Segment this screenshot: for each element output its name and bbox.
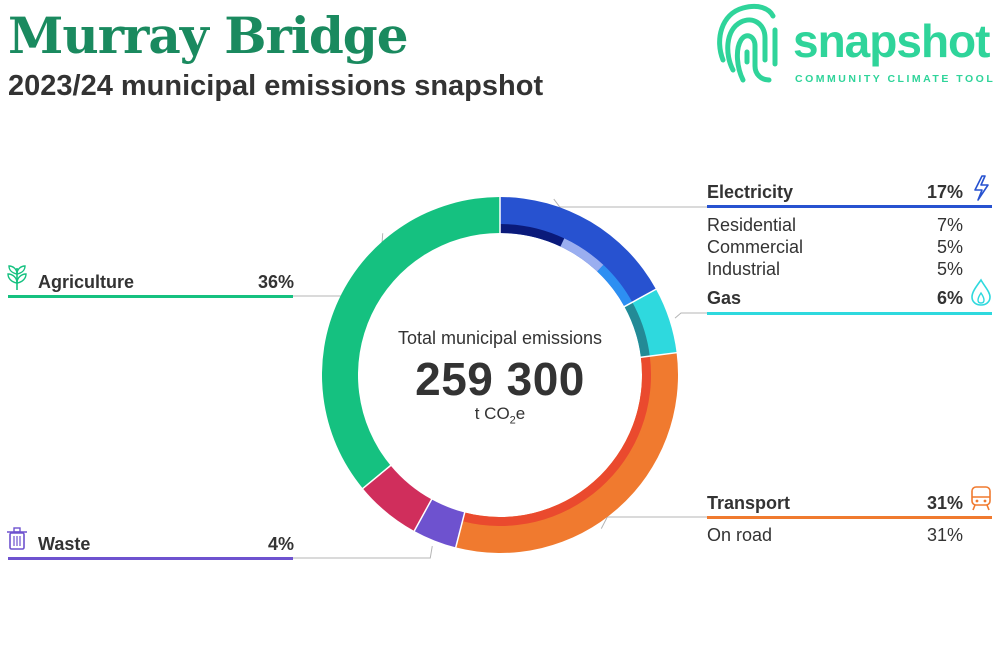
waste-rule: [8, 557, 293, 560]
electricity-leader-line: [553, 198, 707, 208]
unit-prefix: t CO: [474, 404, 510, 423]
agriculture-rule: [8, 295, 293, 298]
donut-rings: [322, 196, 679, 553]
gas-sub-band: [624, 302, 650, 358]
category-icons: [7, 175, 991, 550]
trash-icon: [7, 527, 27, 550]
segment-separator-4: [413, 498, 433, 533]
onroad-label: On road: [707, 525, 773, 545]
snapshot-logo: snapshot COMMUNITY CLIMATE TOOL: [713, 0, 1000, 90]
segment-separator-1: [623, 288, 658, 308]
agriculture-pct: 36%: [257, 272, 294, 292]
transport-onroad-band: [462, 356, 651, 526]
gas-rule: [707, 312, 992, 315]
waste-leader-line: [293, 545, 433, 559]
train-icon: [971, 486, 991, 511]
industrial-label: Industrial: [707, 259, 781, 279]
unit-subscript: 2: [509, 414, 516, 427]
industrial-pct: 5%: [936, 259, 963, 279]
commercial-pct: 5%: [936, 237, 963, 257]
waste-segment: [414, 499, 465, 548]
other-segment: [362, 465, 432, 531]
transport-rule: [707, 516, 992, 519]
electricity-sub-residential-band: [500, 224, 565, 247]
waste-pct: 4%: [267, 534, 294, 554]
segment-separator-5: [361, 464, 392, 490]
residential-label: Residential: [707, 215, 797, 235]
commercial-label: Commercial: [707, 237, 804, 257]
page-title: Murray Bridge: [8, 6, 409, 65]
residential-pct: 7%: [936, 215, 963, 235]
gas-leader-line: [674, 312, 707, 319]
flame-icon: [971, 278, 991, 306]
electricity-pct: 17%: [926, 182, 963, 202]
transport-segment: [455, 352, 679, 553]
onroad-pct: 31%: [926, 525, 963, 545]
gas-label: Gas: [707, 288, 742, 308]
agriculture-segment: [322, 197, 500, 489]
electricity-sub-industrial-band: [597, 264, 633, 307]
page-subtitle: 2023/24 municipal emissions snapshot: [8, 70, 544, 102]
total-label: Total municipal emissions: [397, 328, 603, 348]
electricity-rule: [707, 205, 992, 208]
fingerprint-logo-icon: [717, 3, 778, 83]
logo-wordmark: snapshot: [793, 15, 990, 67]
total-unit: t CO2e: [370, 404, 630, 426]
plant-icon: [7, 265, 27, 290]
unit-suffix: e: [515, 404, 526, 423]
logo-tagline: COMMUNITY CLIMATE TOOL: [795, 73, 996, 85]
transport-pct: 31%: [926, 493, 963, 513]
agriculture-label: Agriculture: [38, 272, 135, 292]
total-value: 259 300: [415, 353, 585, 405]
lightning-icon: [974, 175, 989, 201]
gas-pct: 6%: [936, 288, 963, 308]
segment-separator-2: [639, 351, 678, 359]
electricity-sub-commercial-band: [560, 238, 604, 272]
transport-label: Transport: [707, 493, 791, 513]
gas-segment: [624, 289, 677, 358]
transport-leader-line: [600, 516, 707, 529]
waste-label: Waste: [38, 534, 91, 554]
electricity-label: Electricity: [707, 182, 794, 202]
segment-separator-3: [454, 511, 466, 549]
